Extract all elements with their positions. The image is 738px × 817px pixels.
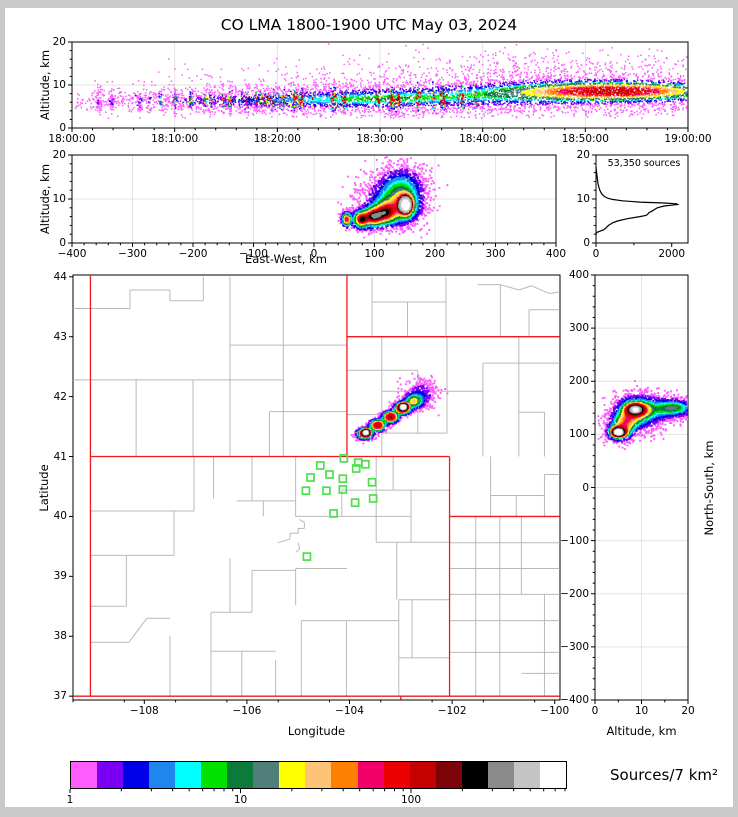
tick-label: 10 (634, 705, 649, 717)
colorbar-segment (513, 762, 540, 788)
tick-label: 37 (53, 690, 67, 703)
colorbar-segment (409, 762, 436, 788)
tick-label: 38 (53, 630, 67, 643)
altitude-histogram-curve (595, 166, 680, 235)
tick-label: 20 (52, 36, 66, 48)
map-xlabel: Longitude (287, 724, 346, 738)
colorbar-segment (331, 762, 358, 788)
tick-label: 0 (59, 237, 66, 249)
ew-panel-ylabel: Altitude, km (38, 163, 52, 235)
tick-label: −108 (129, 705, 159, 717)
colorbar-segment (357, 762, 384, 788)
tick-label: −102 (437, 705, 467, 717)
colorbar-segment (71, 762, 98, 788)
eastwest-altitude-scatter-canvas (72, 155, 556, 243)
tick-label: 100 (364, 248, 385, 260)
tick-label: 18:00:00 (48, 133, 96, 145)
tick-label: 0 (583, 237, 590, 249)
tick-label: 300 (485, 248, 506, 260)
tick-label: −100 (560, 534, 589, 547)
tick-label: 400 (568, 269, 589, 281)
tick-label: 1 (66, 794, 74, 806)
tick-label: 39 (53, 570, 67, 583)
tick-label: 10 (576, 193, 590, 205)
tick-label: 200 (568, 375, 589, 388)
tick-label: 2000 (658, 248, 686, 260)
tick-label: 0 (310, 248, 318, 260)
tick-label: 400 (545, 248, 567, 260)
tick-label: −300 (118, 248, 147, 260)
colorbar-segment (201, 762, 228, 788)
tick-label: 19:00:00 (664, 133, 712, 145)
tick-label: 10 (52, 193, 66, 205)
tick-label: 10 (233, 794, 248, 806)
tick-label: 40 (53, 510, 67, 523)
colorbar-segment (539, 762, 566, 788)
colorbar-segment (97, 762, 124, 788)
colorbar-segment (149, 762, 176, 788)
plot-title: CO LMA 1800-1900 UTC May 03, 2024 (220, 16, 518, 34)
tick-label: −400 (560, 694, 589, 706)
tick-label: −106 (232, 705, 262, 717)
colorbar-label: Sources/7 km² (610, 766, 719, 784)
tick-label: 0 (592, 248, 600, 260)
tick-label: 18:20:00 (253, 133, 301, 145)
tick-label: −200 (178, 248, 208, 260)
tick-label: 20 (681, 705, 695, 717)
tick-label: 20 (52, 149, 66, 161)
colorbar-segment (461, 762, 488, 788)
tick-label: −100 (540, 705, 570, 717)
colorbar-segment (487, 762, 514, 788)
tick-label: 200 (424, 248, 446, 260)
tick-label: −100 (239, 248, 268, 260)
tick-label: 0 (591, 705, 599, 717)
colorbar-segment (123, 762, 150, 788)
tick-label: 44 (53, 270, 67, 283)
tick-label: 0 (582, 481, 589, 494)
northsouth-altitude-scatter-canvas (595, 275, 688, 700)
tick-label: −400 (57, 248, 87, 260)
tick-label: 18:50:00 (561, 133, 609, 145)
tick-label: 42 (53, 390, 67, 403)
tick-label: 100 (568, 428, 589, 441)
tick-label: −104 (335, 705, 364, 717)
ns-panel-xlabel: Altitude, km (606, 724, 677, 738)
source-count-annotation: 53,350 sources (607, 158, 681, 169)
tick-label: −300 (560, 640, 589, 653)
tick-label: 41 (53, 450, 67, 463)
time-panel-ylabel: Altitude, km (38, 49, 52, 121)
tick-label: 100 (400, 794, 422, 806)
map-ylabel: Latitude (37, 463, 51, 512)
tick-label: 10 (52, 79, 66, 91)
tick-label: −200 (560, 587, 589, 600)
plan-view-scatter-canvas (73, 275, 560, 700)
tick-label: 18:10:00 (151, 133, 199, 145)
tick-label: 300 (568, 322, 589, 335)
ns-panel-ylabel: North-South, km (702, 440, 716, 535)
colorbar-segment (279, 762, 306, 788)
colorbar-segment (383, 762, 410, 788)
tick-label: 18:30:00 (356, 133, 404, 145)
colorbar (70, 761, 567, 789)
tick-label: 43 (53, 330, 67, 343)
colorbar-segment (175, 762, 202, 788)
tick-label: 0 (59, 122, 66, 134)
colorbar-segment (253, 762, 280, 788)
tick-label: 18:40:00 (459, 133, 507, 145)
ew-panel-xlabel: East-West, km (245, 252, 327, 266)
colorbar-segment (227, 762, 254, 788)
colorbar-segment (305, 762, 332, 788)
tick-label: 20 (576, 149, 590, 161)
time-height-scatter-canvas (72, 42, 688, 128)
colorbar-segment (435, 762, 462, 788)
